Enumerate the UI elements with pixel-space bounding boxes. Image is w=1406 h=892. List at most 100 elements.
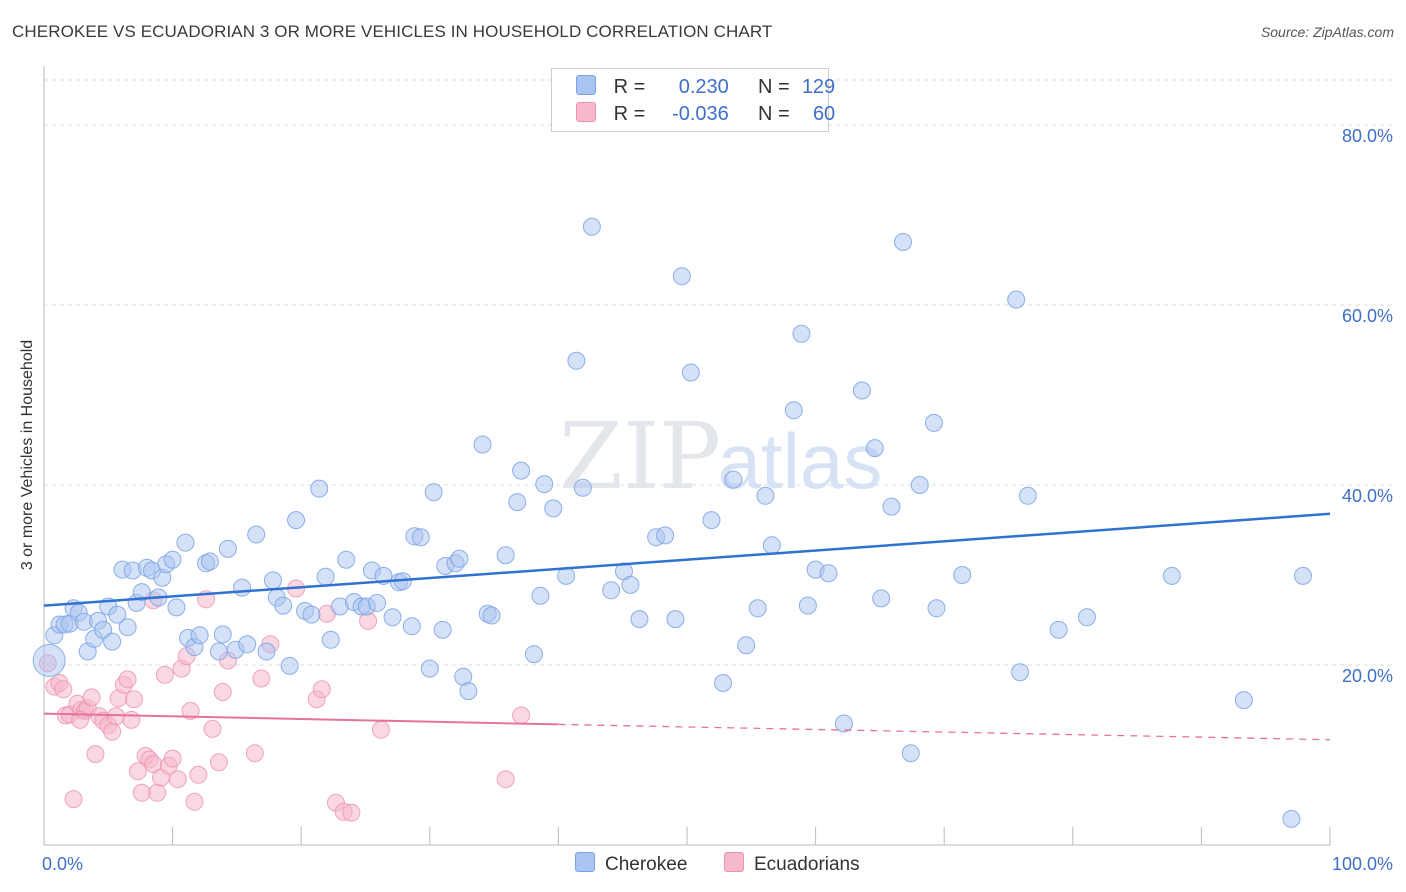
bottom-legend-ecuadorians-label: Ecuadorians — [754, 854, 860, 875]
cherokee-point — [630, 610, 649, 629]
cherokee-point — [666, 610, 685, 629]
x-tick-label-min: 0.0% — [42, 854, 83, 874]
bottom-legend-cherokee-label: Cherokee — [605, 854, 688, 875]
cherokee-point — [1234, 691, 1253, 710]
cherokee-point — [582, 217, 601, 236]
cherokee-point — [1011, 663, 1030, 682]
cherokee-point — [819, 564, 838, 583]
source-label: Source: ZipAtlas.com — [1260, 24, 1394, 40]
cherokee-point — [872, 589, 891, 608]
cherokee-point — [748, 599, 767, 618]
cherokee-point — [321, 630, 340, 649]
legend-n-label: N = — [757, 103, 790, 125]
ecuadorians-point — [54, 680, 73, 699]
cherokee-point — [852, 381, 871, 400]
ecuadorians-point — [168, 770, 187, 789]
cherokee-point — [714, 674, 733, 692]
cherokee-point — [287, 511, 306, 530]
cherokee-point — [238, 635, 257, 654]
legend-row-ecuadorians: R = -0.036 N = 60 — [576, 102, 835, 126]
ecuadorians-point — [203, 719, 222, 738]
cherokee-point — [368, 593, 387, 612]
cherokee-point — [383, 608, 402, 627]
ecuadorians-point — [64, 790, 83, 809]
cherokee-point — [784, 401, 803, 420]
cherokee-point — [656, 526, 675, 545]
cherokee-point — [108, 605, 127, 624]
cherokee-point — [1293, 566, 1312, 585]
cherokee-point — [535, 475, 554, 494]
cherokee-point — [524, 645, 543, 664]
cherokee-point — [32, 644, 66, 677]
ecuadorians-point — [252, 669, 271, 688]
bottom-legend-cherokee: Cherokee — [575, 852, 687, 876]
ecuadorians-point — [148, 783, 167, 802]
cherokee-point — [953, 566, 972, 584]
ecuadorians-legend-swatch — [724, 852, 744, 872]
cherokee-point — [176, 533, 195, 552]
cherokee-point — [213, 625, 232, 644]
cherokee-point — [910, 476, 929, 494]
y-tick-label: 40.0% — [1342, 486, 1393, 506]
cherokee-point — [573, 478, 592, 497]
legend-r-value: 0.230 — [678, 76, 729, 98]
cherokee-point — [163, 550, 182, 569]
cherokee-point — [602, 581, 621, 600]
cherokee-point — [567, 351, 586, 370]
cherokee-point — [280, 656, 299, 675]
cherokee-point — [927, 599, 946, 618]
ecuadorians-point — [209, 753, 228, 772]
x-tick-label-max: 100.0% — [1332, 854, 1393, 874]
cherokee-point — [865, 439, 884, 458]
cherokee-point — [901, 744, 920, 763]
cherokee-point — [482, 606, 501, 625]
legend-r-value: -0.036 — [672, 103, 729, 125]
cherokee-point — [621, 575, 640, 594]
ecuadorians-point — [181, 701, 200, 720]
cherokee-point — [924, 413, 943, 432]
cherokee-point — [672, 267, 691, 286]
cherokee-point — [756, 486, 775, 505]
cherokee-point — [834, 714, 853, 733]
cherokee-point — [798, 596, 817, 615]
cherokee-point — [512, 461, 531, 480]
cherokee-point — [1282, 809, 1301, 828]
legend-row-cherokee: R = 0.230 N = 129 — [576, 75, 835, 99]
cherokee-point — [531, 586, 550, 605]
legend-r-label: R = — [613, 103, 646, 125]
ecuadorians-point — [132, 783, 151, 802]
ecuadorians-trend-line — [43, 712, 559, 726]
ecuadorians-point — [163, 749, 182, 768]
cherokee-point — [310, 479, 329, 498]
cherokee-point — [882, 497, 901, 516]
bottom-legend-ecuadorians: Ecuadorians — [724, 852, 860, 876]
cherokee-point — [411, 528, 430, 547]
ecuadorians-point — [103, 722, 122, 741]
cherokee-point — [118, 618, 137, 637]
legend-r-label: R = — [613, 76, 646, 98]
legend-n-value: 60 — [812, 103, 836, 125]
cherokee-point — [433, 620, 452, 639]
cherokee-point — [316, 567, 335, 586]
ecuadorians-point — [512, 706, 531, 725]
cherokee-point — [302, 605, 321, 624]
cherokee-point — [496, 546, 515, 565]
cherokee-point — [402, 617, 421, 636]
ecuadorians-point — [189, 765, 208, 784]
ecuadorians-point — [107, 707, 126, 726]
cherokee-point — [337, 550, 356, 569]
watermark-atlas: atlas — [718, 417, 883, 505]
correlation-legend: R = 0.230 N = 129 R = -0.036 N = 60 — [551, 68, 835, 132]
cherokee-point — [1077, 608, 1096, 627]
y-tick-label: 80.0% — [1342, 126, 1393, 146]
cherokee-point — [762, 536, 781, 555]
cherokee-point — [450, 549, 469, 568]
ecuadorians-point — [86, 745, 105, 764]
cherokee-point — [132, 583, 151, 602]
cherokee-trend-line — [43, 512, 1331, 607]
cherokee-point — [1018, 486, 1037, 505]
cherokee-point — [218, 539, 237, 558]
chart-title: CHEROKEE VS ECUADORIAN 3 OR MORE VEHICLE… — [12, 22, 773, 41]
cherokee-point — [257, 642, 276, 661]
cherokee-point — [209, 642, 228, 661]
